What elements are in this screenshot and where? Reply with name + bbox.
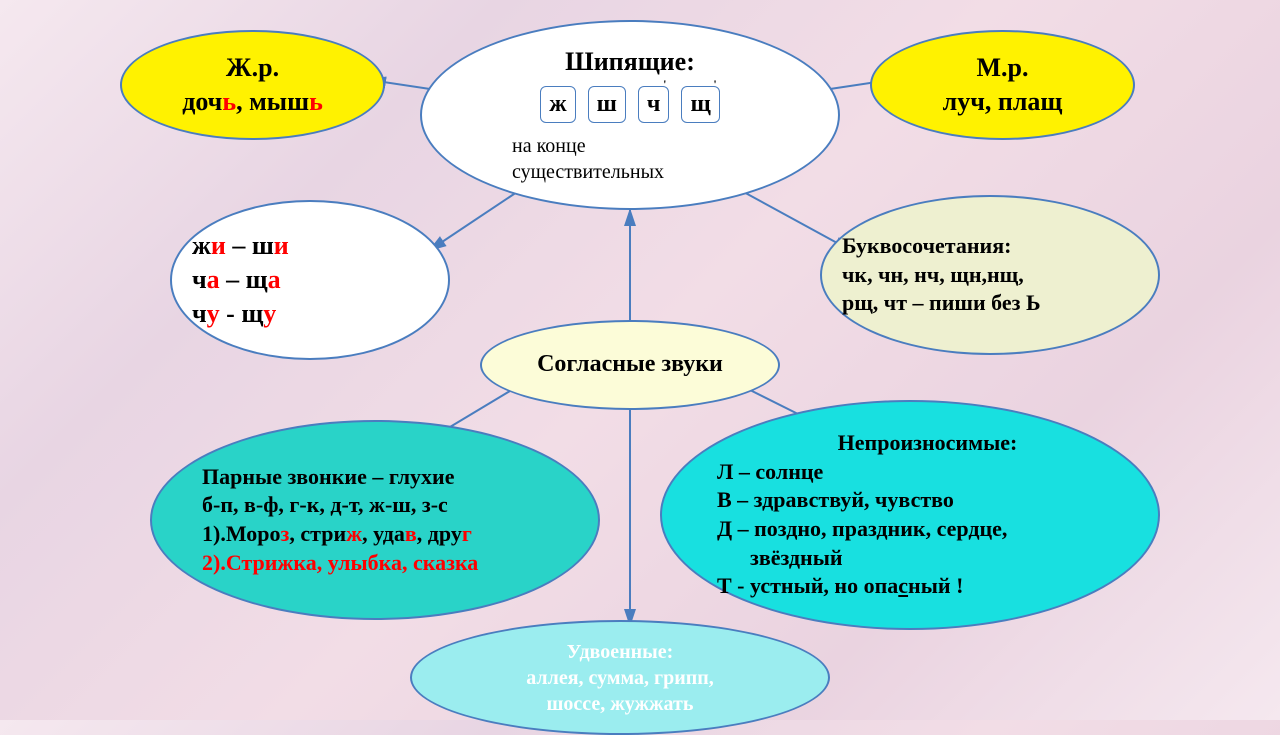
paired-l3: 1).Мороз, стриж, удав, друг (202, 520, 578, 549)
silent-l2: Л – солнце (717, 458, 1138, 487)
t: доч (182, 87, 222, 116)
bubble-paired: Парные звонкие – глухие б-п, в-ф, г-к, д… (150, 420, 600, 620)
zhishi-row1: жи – ши (192, 229, 428, 263)
bubble-center: Согласные звуки (480, 320, 780, 410)
paired-l4: 2).Стрижка, улыбка, сказка (202, 549, 578, 578)
t: , уда (362, 521, 405, 546)
t: , дру (417, 521, 462, 546)
hissing-sub: на конце существительных (442, 133, 818, 185)
silent-l4: Д – поздно, праздник, сердце, (717, 515, 1138, 544)
t: ный ! (908, 573, 963, 598)
t: , стри (289, 521, 346, 546)
t: у (263, 299, 276, 328)
t: ж (549, 91, 566, 117)
t: ь (222, 87, 236, 116)
t: ч (192, 299, 207, 328)
letter-sh: ш (588, 86, 626, 123)
doubled-l1: Удвоенные: (432, 639, 808, 665)
doubled-l2: аллея, сумма, грипп, (432, 665, 808, 691)
hissing-letters: ж ш 'ч 'щ (442, 86, 818, 123)
t: ч (192, 265, 207, 294)
t: щ (690, 91, 710, 117)
letter-ch: 'ч (638, 86, 670, 123)
t: ж (192, 231, 211, 260)
t: - щ (220, 299, 264, 328)
silent-l4b: звёздный (717, 544, 1138, 573)
silent-l1: Непроизносимые: (717, 429, 1138, 458)
t: ж (346, 521, 362, 546)
zhishi-row3: чу - щу (192, 297, 428, 331)
t: ь (309, 87, 323, 116)
center-text: Согласные звуки (502, 349, 758, 380)
t: – ш (226, 231, 274, 260)
bubble-hissing: Шипящие: ж ш 'ч 'щ на конце существитель… (420, 20, 840, 210)
letter-shch: 'щ (681, 86, 719, 123)
silent-l3: В – здравствуй, чувство (717, 486, 1138, 515)
male-line1: М.р. (892, 51, 1113, 85)
t: а (207, 265, 220, 294)
t: – щ (220, 265, 268, 294)
t: с (898, 573, 908, 598)
female-line1: Ж.р. (142, 51, 363, 85)
paired-l2: б-п, в-ф, г-к, д-т, ж-ш, з-с (202, 491, 578, 520)
t: ч (647, 91, 661, 117)
letter-zh: ж (540, 86, 575, 123)
female-line2: дочь, мышь (142, 85, 363, 119)
combos-l3: рщ, чт – пиши без Ь (842, 289, 1138, 318)
zhishi-row2: ча – ща (192, 263, 428, 297)
t: 1).Моро (202, 521, 281, 546)
hissing-title: Шипящие: (442, 45, 818, 79)
bubble-doubled: Удвоенные: аллея, сумма, грипп, шоссе, ж… (410, 620, 830, 735)
bubble-silent: Непроизносимые: Л – солнце В – здравству… (660, 400, 1160, 630)
t: Т - устный, но опа (717, 573, 898, 598)
silent-l5: Т - устный, но опасный ! (717, 572, 1138, 601)
t: а (268, 265, 281, 294)
t: в (405, 521, 417, 546)
combos-l2: чк, чн, нч, щн,нщ, (842, 261, 1138, 290)
t: и (211, 231, 226, 260)
doubled-l3: шоссе, жужжать (432, 691, 808, 717)
t: г (462, 521, 472, 546)
bubble-combos: Буквосочетания: чк, чн, нч, щн,нщ, рщ, ч… (820, 195, 1160, 355)
bubble-zhishi: жи – ши ча – ща чу - щу (170, 200, 450, 360)
paired-l1: Парные звонкие – глухие (202, 463, 578, 492)
bubble-female: Ж.р. дочь, мышь (120, 30, 385, 140)
combos-l1: Буквосочетания: (842, 232, 1138, 261)
t: у (207, 299, 220, 328)
bubble-male: М.р. луч, плащ (870, 30, 1135, 140)
t: , мыш (236, 87, 309, 116)
male-line2: луч, плащ (892, 85, 1113, 119)
t: ш (597, 91, 617, 117)
t: и (274, 231, 289, 260)
